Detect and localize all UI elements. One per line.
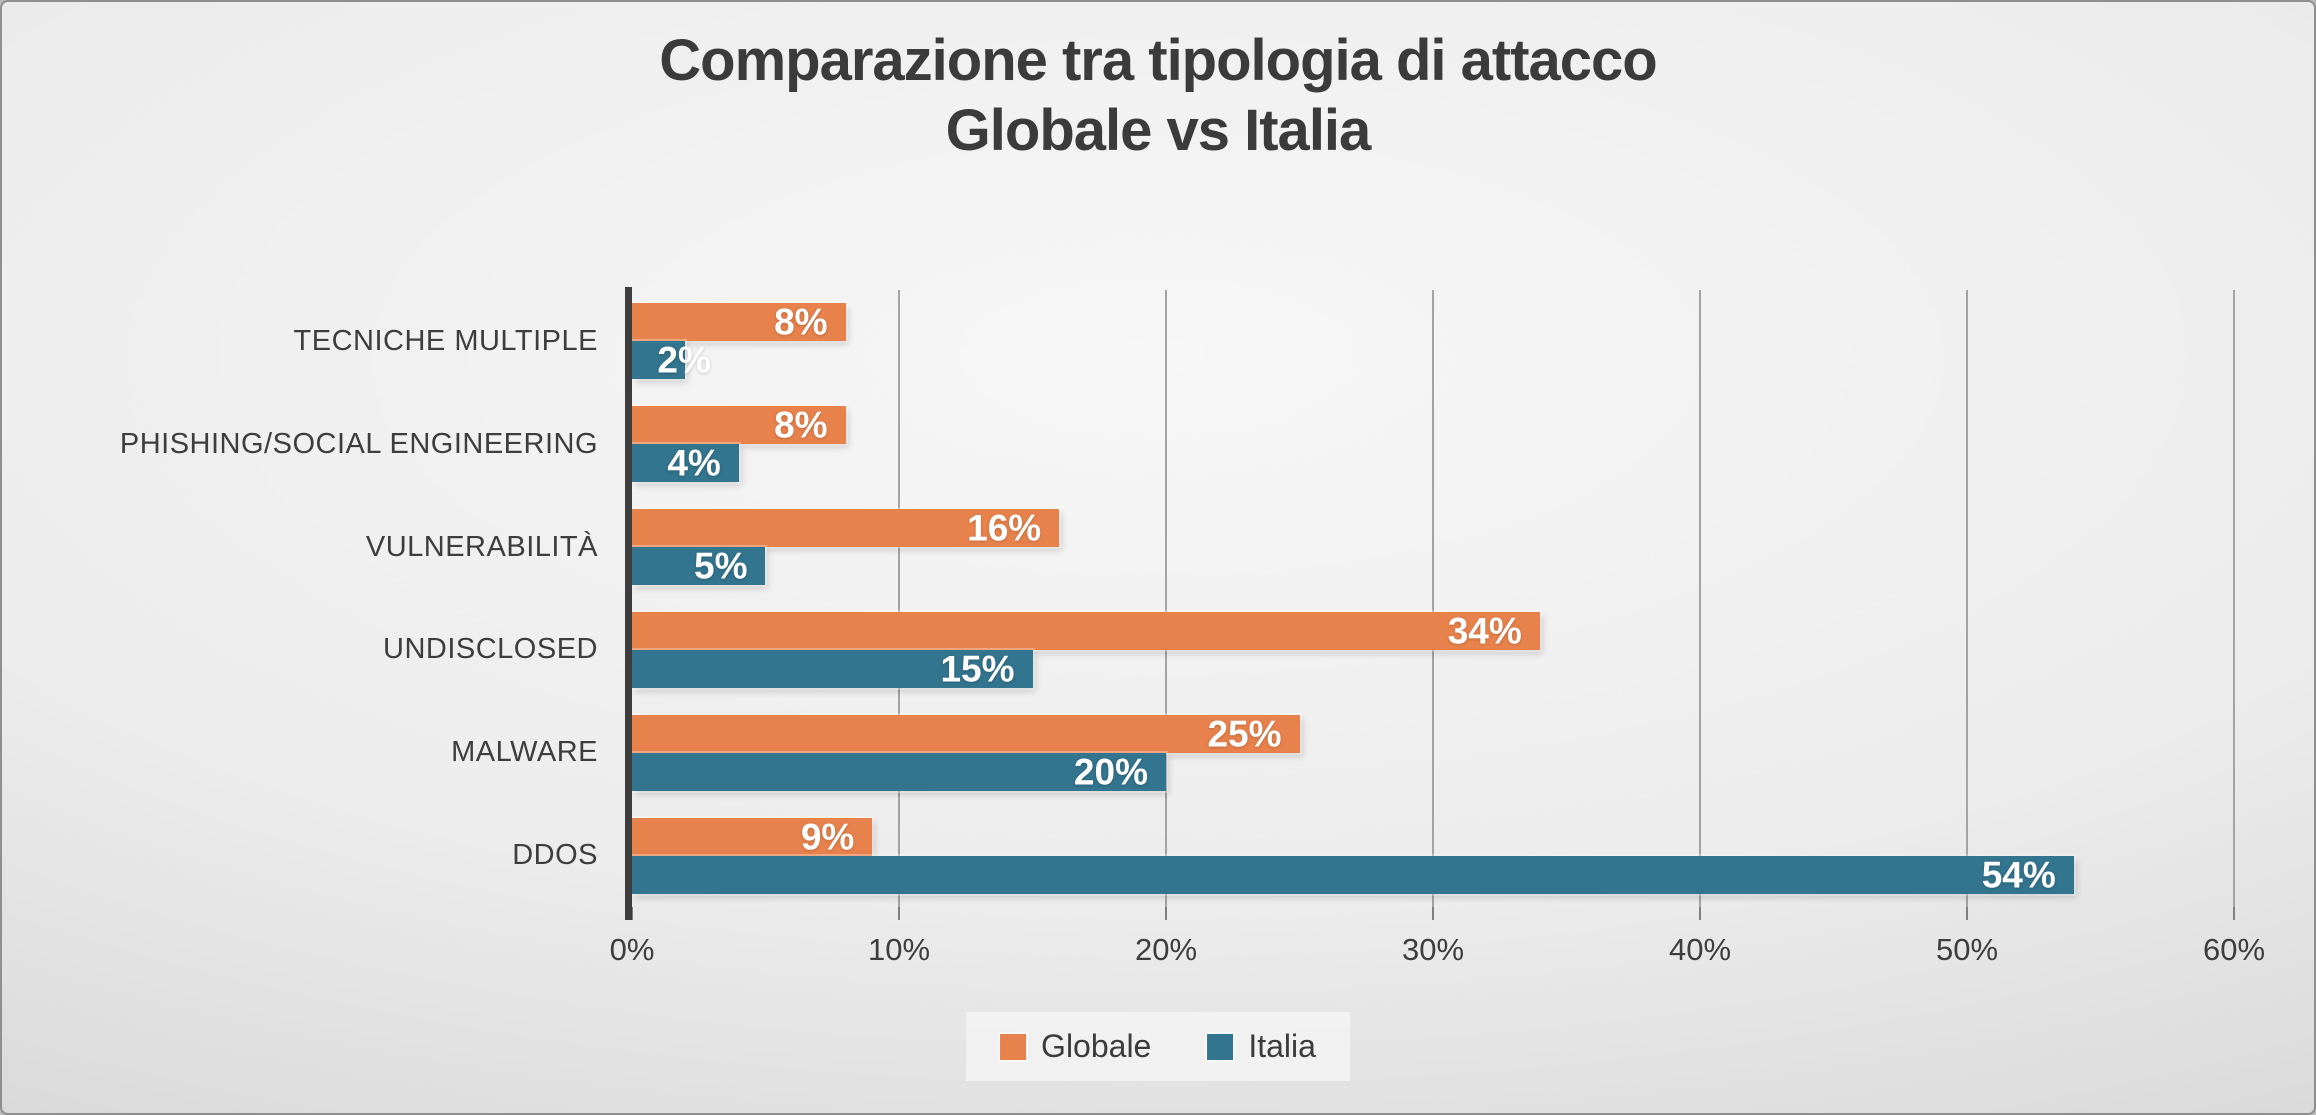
value-axis-zero-line <box>625 287 632 920</box>
category-label: VULNERABILITÀ <box>365 530 598 563</box>
bar-data-label: 8% <box>774 404 828 446</box>
legend-swatch-icon <box>1207 1033 1234 1060</box>
bar-globale: 9% <box>632 816 873 858</box>
bar-data-label: 8% <box>774 301 828 343</box>
category-axis: TECNICHE MULTIPLE PHISHING/SOCIAL ENGINEE… <box>2 290 598 907</box>
legend: Globale Italia <box>966 1012 1350 1081</box>
x-axis-tick-label: 40% <box>1668 932 1732 967</box>
x-axis-tick-label: 0% <box>609 932 655 967</box>
bar-globale: 8% <box>632 404 846 446</box>
gridline-30% <box>1432 290 1434 907</box>
category-label: UNDISCLOSED <box>383 633 598 666</box>
bar-italia: 5% <box>632 545 766 587</box>
category-label: MALWARE <box>451 736 598 769</box>
axis-tick-40% <box>1698 907 1701 920</box>
category-label: TECNICHE MULTIPLE <box>293 324 598 357</box>
bar-data-label: 16% <box>967 507 1042 549</box>
x-axis-tick-label: 10% <box>867 932 931 967</box>
value-axis-labels: 0% 10% 20% 30% 40% 50% 60% <box>610 932 2265 982</box>
category-band: 16% 5% <box>632 496 2234 599</box>
plot-area: 8% 2% 8% 4% 16% 5% 34% 15% 25% 20% 9% 54% <box>625 287 2235 920</box>
x-axis-tick-label: 60% <box>2202 932 2266 967</box>
bar-italia: 54% <box>632 854 2074 896</box>
bar-data-label: 9% <box>800 816 855 858</box>
axis-tick-50% <box>1966 907 1968 920</box>
gridline-50% <box>1966 290 1968 907</box>
category-label: DDOS <box>512 839 598 872</box>
legend-swatch-icon <box>1000 1033 1027 1060</box>
axis-tick-60% <box>2233 907 2235 920</box>
legend-label: Globale <box>1041 1028 1152 1064</box>
bar-data-label: 2% <box>657 339 711 381</box>
bar-italia: 4% <box>632 442 739 484</box>
gridline-20% <box>1164 290 1167 907</box>
bar-data-label: 15% <box>940 648 1015 690</box>
bar-data-label: 34% <box>1447 610 1522 652</box>
bar-italia: 2% <box>632 341 711 380</box>
chart-title: Comparazione tra tipologia di attacco Gl… <box>2 26 2314 165</box>
bar-data-label: 54% <box>1981 854 2056 896</box>
x-axis-tick-label: 20% <box>1134 932 1198 967</box>
bar-globale: 8% <box>632 301 846 343</box>
category-band: 9% 54% <box>632 804 2234 907</box>
legend-item-globale: Globale <box>1000 1028 1151 1065</box>
bar-data-label: 5% <box>694 545 748 587</box>
x-axis-tick-label: 30% <box>1401 932 1465 967</box>
category-band: 25% 20% <box>632 701 2234 804</box>
category-label: PHISHING/SOCIAL ENGINEERING <box>119 427 598 460</box>
bar-globale: 34% <box>632 610 1540 652</box>
bar-globale: 16% <box>632 507 1060 549</box>
chart-title-line-1: Comparazione tra tipologia di attacco <box>659 28 1657 93</box>
category-band: 34% 15% <box>632 598 2234 701</box>
bar-globale: 25% <box>632 713 1300 755</box>
gridline-40% <box>1698 290 1701 907</box>
chart-title-line-2: Globale vs Italia <box>945 97 1372 163</box>
x-axis-tick-label: 50% <box>1935 932 1999 967</box>
axis-tick-20% <box>1164 907 1167 920</box>
bar-data-label: 4% <box>667 442 721 484</box>
axis-tick-30% <box>1432 907 1434 920</box>
legend-label: Italia <box>1248 1028 1316 1064</box>
category-band: 8% 2% <box>632 290 2234 393</box>
legend-item-italia: Italia <box>1207 1028 1316 1065</box>
bar-italia: 15% <box>632 648 1033 690</box>
bar-data-label: 25% <box>1207 713 1282 755</box>
axis-tick-10% <box>897 907 900 920</box>
axis-tick-0% <box>631 907 633 920</box>
gridline-60% <box>2233 290 2235 907</box>
bar-data-label: 20% <box>1073 751 1148 793</box>
gridline-10% <box>897 290 900 907</box>
bar-italia: 20% <box>632 751 1166 793</box>
category-band: 8% 4% <box>632 393 2234 496</box>
